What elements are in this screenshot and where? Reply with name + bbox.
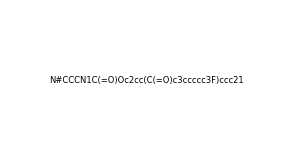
Text: N#CCCN1C(=O)Oc2cc(C(=O)c3ccccc3F)ccc21: N#CCCN1C(=O)Oc2cc(C(=O)c3ccccc3F)ccc21 (49, 76, 244, 85)
